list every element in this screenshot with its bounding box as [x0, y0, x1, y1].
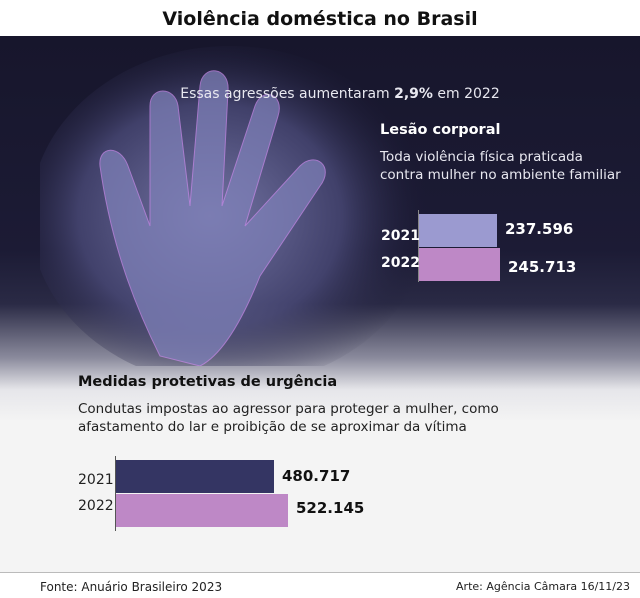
chart1-description: Toda violência física praticada contra m…: [380, 149, 621, 183]
chart1-value-label: 237.596: [505, 220, 574, 238]
chart1-year-label: 2021: [381, 228, 420, 244]
chart2-year-label: 2021: [78, 472, 114, 488]
chart2-value-label: 522.145: [296, 499, 365, 517]
chart1-year-label: 2022: [381, 255, 420, 271]
chart2-value-label: 480.717: [282, 467, 351, 485]
footer-divider: [0, 572, 640, 573]
page-title: Violência doméstica no Brasil: [162, 8, 478, 30]
source-note: Fonte: Anuário Brasileiro 2023: [40, 580, 223, 594]
chart1-title: Lesão corporal: [380, 122, 501, 138]
chart1-value-label: 245.713: [508, 258, 577, 276]
chart2-description: Condutas impostas ao agressor para prote…: [78, 401, 499, 435]
chart1-axis: [418, 210, 419, 282]
hand-map-illustration: [40, 46, 430, 366]
subtitle: Essas agressões aumentaram 2,9% em 2022: [180, 86, 500, 102]
chart1-bar-2022: [419, 248, 500, 281]
chart2-bar-2021: [116, 460, 274, 493]
chart2-axis: [115, 456, 116, 531]
infographic-panel: Essas agressões aumentaram 2,9% em 2022 …: [0, 36, 640, 572]
chart2-year-label: 2022: [78, 498, 114, 514]
chart2-bar-2022: [116, 494, 288, 527]
chart2-title: Medidas protetivas de urgência: [78, 374, 338, 390]
chart1-bar-2021: [419, 214, 497, 247]
credit-note: Arte: Agência Câmara 16/11/23: [456, 580, 630, 593]
